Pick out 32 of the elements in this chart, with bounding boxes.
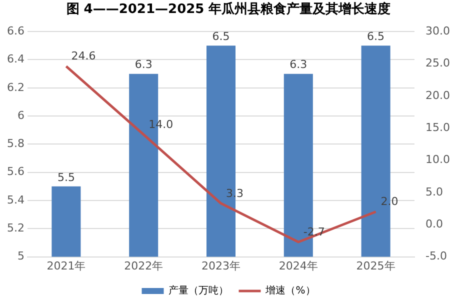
legend-label: 产量（万吨） [168,284,229,297]
y-tick-label: 5.2 [6,222,24,235]
y2-tick-label: 30.0 [426,24,450,38]
y-tick-label: 6.6 [6,24,24,38]
data-label: 6.3 [290,58,308,72]
y-tick-label: 5 [17,250,24,263]
x-tick-label: 2024年 [278,259,318,272]
x-tick-label: 2025年 [356,259,396,272]
y-tick-label: 5.4 [6,193,24,206]
y-tick-label: 5.6 [6,165,24,178]
y2-tick-label: 10.0 [426,153,450,166]
y2-tick-label: 25.0 [426,56,450,70]
y2-tick-label: -5.0 [426,250,447,263]
data-label: 5.5 [57,170,75,184]
data-label: 24.6 [71,50,96,63]
y2-tick-label: 20.0 [426,88,450,102]
x-tick-label: 2023年 [202,259,240,272]
y-tick-label: 6 [17,108,24,122]
chart-title: 图 4——2021—2025 年瓜州县粮食产量及其增长速度 [66,1,391,18]
y-tick-label: 6.2 [6,80,24,94]
y2-tick-label: 15.0 [426,120,450,134]
y-tick-label: 5.8 [6,137,24,150]
x-tick-label: 2021年 [46,259,86,272]
y-tick-label: 6.4 [6,52,24,66]
y2-tick-label: 0.0 [426,217,444,230]
data-label: 6.3 [134,58,152,72]
legend-label: 增速（%） [264,284,316,297]
y2-tick-label: 5.0 [426,185,444,198]
data-label: 6.5 [367,30,385,44]
data-label: 6.5 [212,30,230,44]
data-label: -2.7 [303,225,325,238]
x-tick-label: 2022年 [124,259,164,272]
